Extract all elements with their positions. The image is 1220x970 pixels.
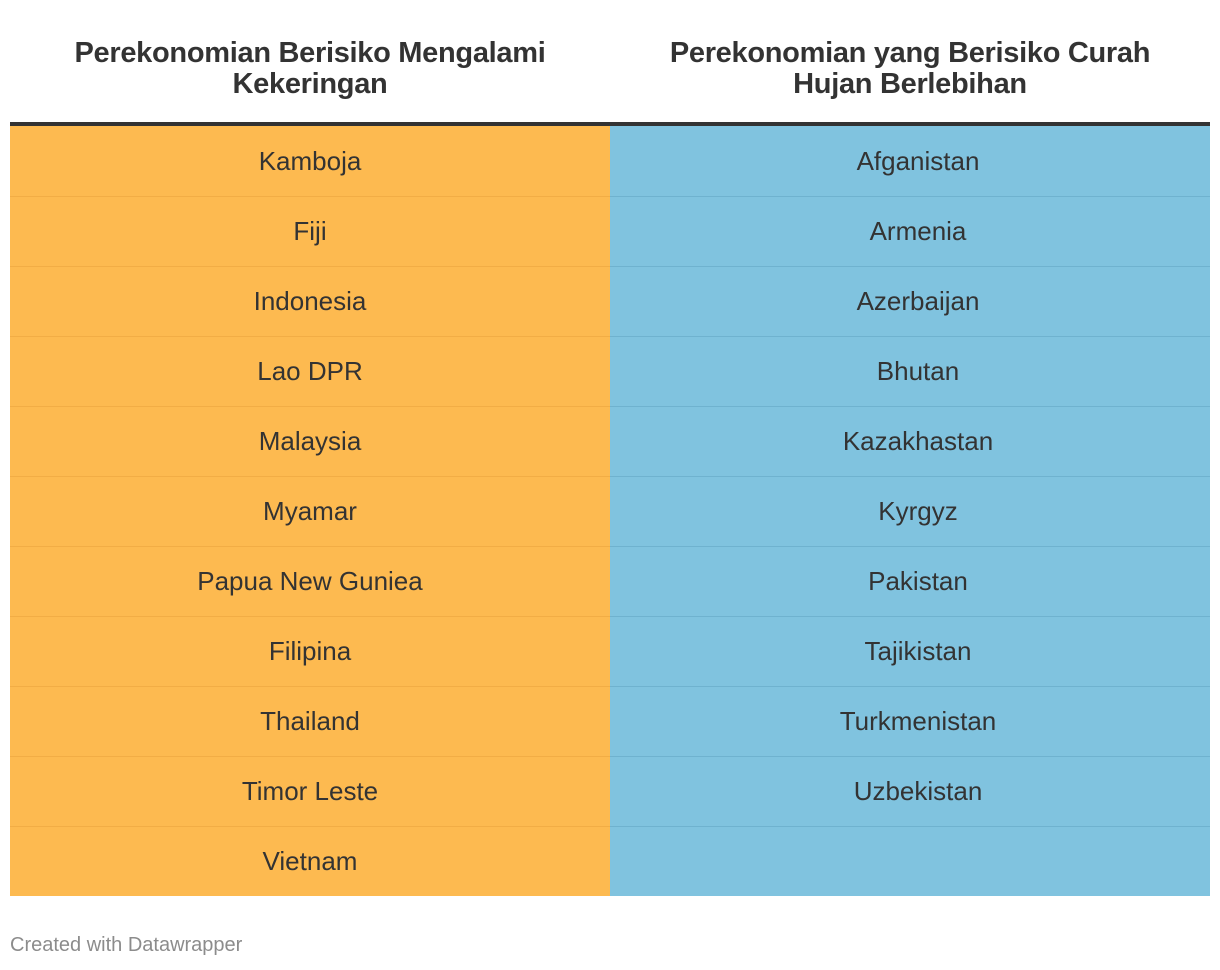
table-cell: Kyrgyz [610,476,1210,546]
table-cell [610,826,1210,896]
drought-column: Kamboja Fiji Indonesia Lao DPR Malaysia Myama… [10,126,610,896]
table-body: Kamboja Fiji Indonesia Lao DPR Malaysia Myama… [10,126,1210,896]
table-cell: Malaysia [10,406,610,476]
table-cell: Kazakhastan [610,406,1210,476]
table-cell: Bhutan [610,336,1210,406]
table-cell: Pakistan [610,546,1210,616]
table-cell: Lao DPR [10,336,610,406]
table-header-row: Perekonomian Berisiko Mengalami Kekering… [10,0,1210,126]
datawrapper-credit: Created with Datawrapper [10,934,243,956]
header-excess-rain: Perekonomian yang Berisiko Curah Hujan B… [669,37,1151,100]
table-cell: Tajikistan [610,616,1210,686]
table-cell: Papua New Guniea [10,546,610,616]
table-cell: Fiji [10,196,610,266]
risk-table: Perekonomian Berisiko Mengalami Kekering… [10,0,1210,896]
excess-rain-column: Afganistan Armenia Azerbaijan Bhutan Kazakha… [610,126,1210,896]
table-cell: Thailand [10,686,610,756]
table-cell: Afganistan [610,126,1210,196]
table-cell: Kamboja [10,126,610,196]
table-cell: Myamar [10,476,610,546]
table-cell: Azerbaijan [610,266,1210,336]
table-cell: Armenia [610,196,1210,266]
table-cell: Turkmenistan [610,686,1210,756]
table-cell: Vietnam [10,826,610,896]
table-cell: Filipina [10,616,610,686]
header-drought: Perekonomian Berisiko Mengalami Kekering… [74,37,546,100]
table-cell: Uzbekistan [610,756,1210,826]
table-cell: Timor Leste [10,756,610,826]
table-cell: Indonesia [10,266,610,336]
